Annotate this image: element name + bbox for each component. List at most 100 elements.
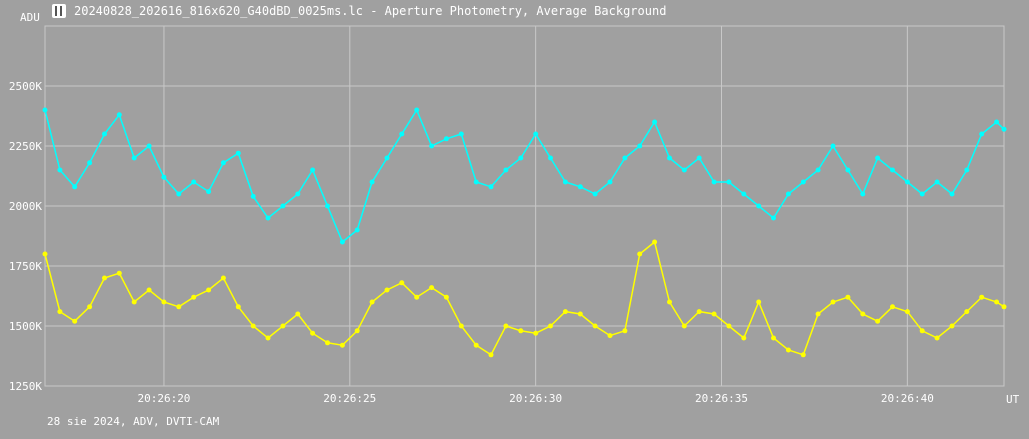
data-point [860, 191, 866, 197]
data-point [310, 330, 316, 336]
data-point [845, 294, 851, 300]
data-point [875, 318, 881, 324]
data-point [369, 179, 375, 185]
data-point [607, 333, 613, 339]
data-point [354, 227, 360, 233]
data-point [548, 155, 553, 161]
data-point [458, 323, 464, 329]
data-point [131, 155, 137, 161]
series-line [44, 240, 1005, 356]
data-point [622, 155, 628, 161]
data-point [429, 143, 435, 149]
data-point [726, 323, 732, 329]
x-tick-label: 20:26:25 [323, 392, 376, 405]
data-point [265, 215, 271, 221]
data-point [652, 119, 658, 125]
data-point [116, 270, 122, 276]
data-point [667, 155, 672, 161]
x-tick-label: 20:26:40 [881, 392, 934, 405]
data-point [384, 155, 390, 161]
data-point [681, 323, 687, 329]
data-point [934, 179, 940, 185]
data-point [711, 179, 717, 185]
light-curve-app-icon[interactable] [52, 4, 66, 18]
data-point [161, 299, 167, 305]
data-point [890, 167, 895, 173]
data-point [607, 179, 613, 185]
data-point [503, 323, 509, 329]
data-point [964, 309, 970, 315]
data-point [399, 280, 405, 286]
x-tick-label: 20:26:20 [137, 392, 190, 405]
data-point [577, 311, 583, 317]
data-point [845, 167, 851, 173]
data-point [146, 143, 152, 149]
data-point [72, 184, 78, 190]
data-point [964, 167, 970, 173]
data-point [800, 179, 806, 185]
y-tick-label: 2250K [9, 140, 42, 153]
data-point [280, 323, 286, 329]
data-point [176, 191, 182, 197]
title-bar: 20240828_202616_816x620_G40dBD_0025ms.lc… [0, 0, 1029, 24]
chart-grid [44, 25, 1005, 387]
data-point [42, 251, 48, 257]
data-point [800, 352, 806, 358]
y-tick-label: 2000K [9, 200, 42, 213]
data-point [518, 328, 524, 334]
data-point [562, 179, 568, 185]
data-point [42, 107, 48, 113]
data-point [696, 309, 702, 315]
data-point [354, 328, 360, 334]
data-point [949, 323, 955, 329]
data-point [1001, 304, 1007, 310]
data-point [830, 143, 836, 149]
data-point [310, 167, 316, 173]
data-point [250, 193, 256, 199]
data-point [57, 309, 63, 315]
data-point [637, 143, 643, 149]
data-point [919, 191, 925, 197]
data-point [87, 304, 93, 310]
data-point [1001, 126, 1007, 132]
data-point [548, 323, 553, 329]
data-point [592, 191, 598, 197]
data-point [711, 311, 717, 317]
y-tick-label: 2500K [9, 80, 42, 93]
data-point [250, 323, 256, 329]
data-point [161, 174, 167, 180]
data-point [533, 131, 539, 137]
data-point [771, 215, 776, 221]
data-point [235, 304, 241, 310]
data-point [741, 191, 747, 197]
data-point [72, 318, 78, 324]
data-point [399, 131, 405, 137]
data-point [488, 184, 494, 190]
data-point [562, 309, 568, 315]
data-point [87, 160, 93, 166]
data-point [57, 167, 63, 173]
data-point [681, 167, 687, 173]
data-point [325, 340, 330, 346]
data-point [220, 160, 226, 166]
series-2 [42, 239, 1007, 358]
data-point [875, 155, 881, 161]
data-point [458, 131, 464, 137]
data-point [369, 299, 375, 305]
data-point [503, 167, 509, 173]
data-point [533, 330, 539, 336]
data-point [518, 155, 524, 161]
data-point [206, 287, 212, 293]
data-point [979, 294, 985, 300]
data-point [577, 184, 583, 190]
data-point [116, 112, 122, 118]
series-1 [42, 107, 1007, 245]
data-point [622, 328, 628, 334]
data-point [414, 107, 420, 113]
data-point [131, 299, 137, 305]
data-point [414, 294, 420, 300]
data-point [592, 323, 598, 329]
data-point [102, 275, 107, 281]
footer-info: 28 sie 2024, ADV, DVTI-CAM [47, 415, 220, 428]
data-point [815, 311, 821, 317]
